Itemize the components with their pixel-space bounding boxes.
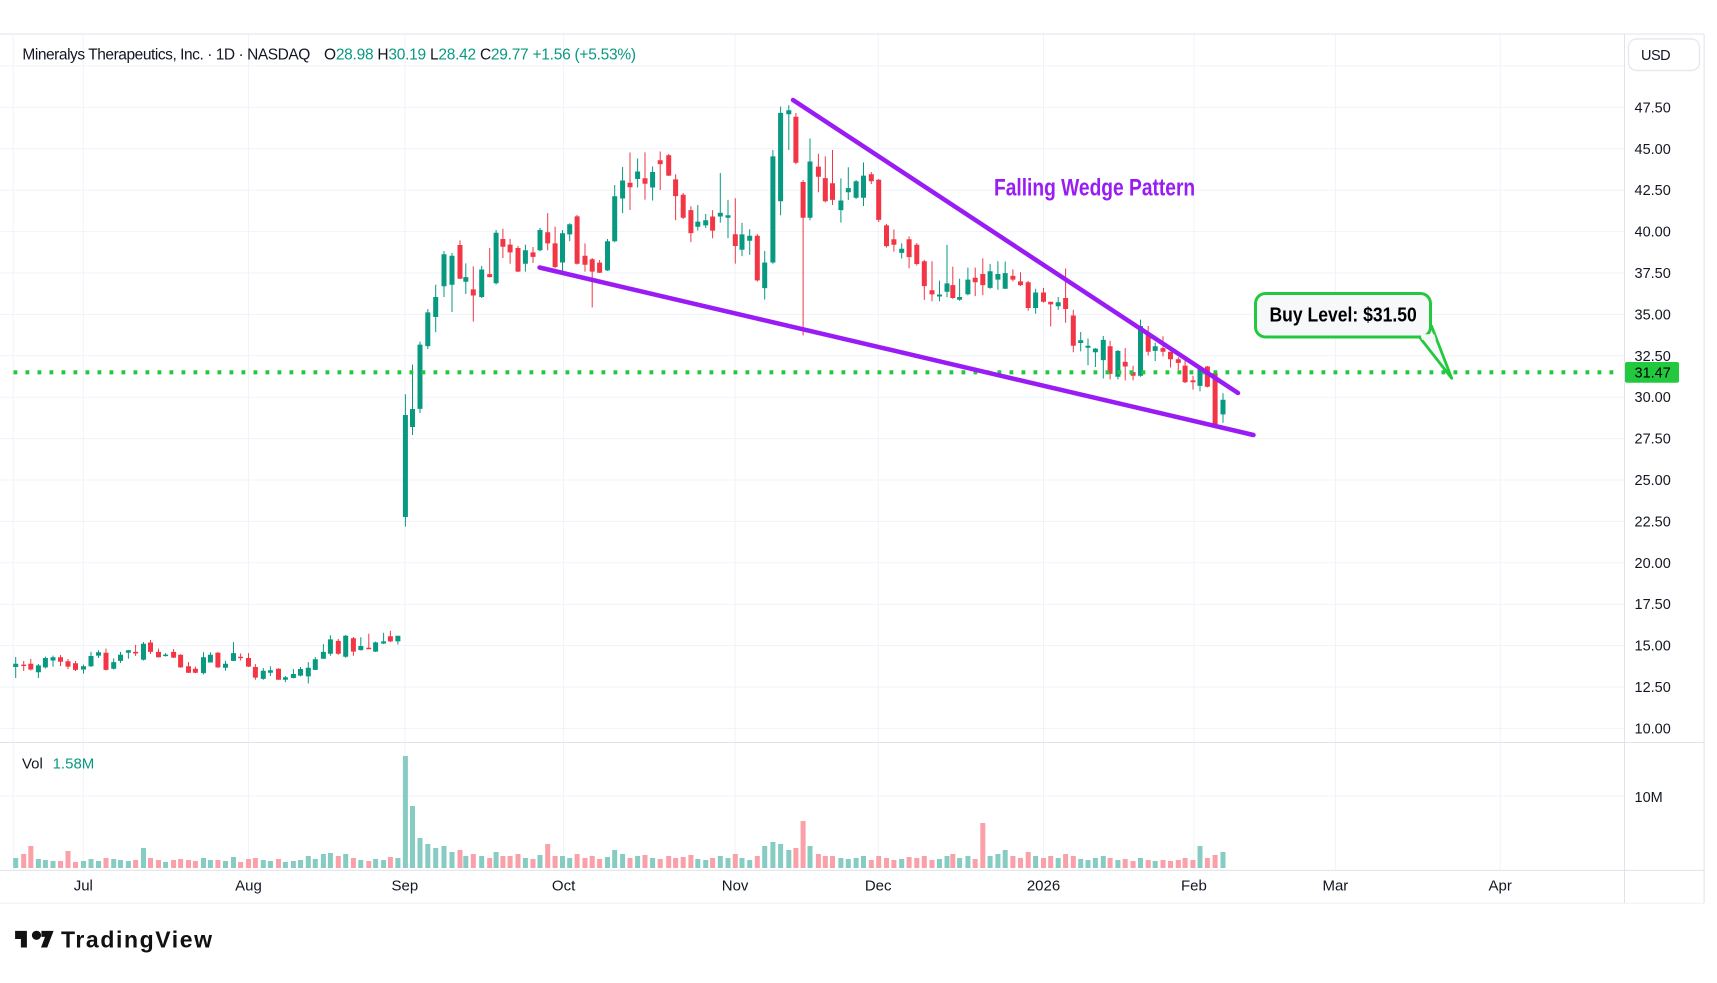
svg-text:37.50: 37.50 [1635, 266, 1671, 282]
svg-text:47.50: 47.50 [1635, 100, 1671, 116]
svg-text:Aug: Aug [235, 878, 262, 895]
svg-text:TradingView: TradingView [61, 927, 214, 953]
svg-text:Buy Level: $31.50: Buy Level: $31.50 [1270, 304, 1417, 327]
svg-text:2026: 2026 [1027, 878, 1060, 895]
svg-text:10.00: 10.00 [1635, 721, 1671, 737]
svg-text:25.00: 25.00 [1635, 473, 1671, 489]
svg-text:35.00: 35.00 [1635, 307, 1671, 323]
svg-text:17.50: 17.50 [1635, 597, 1671, 613]
svg-text:Apr: Apr [1489, 878, 1512, 895]
svg-text:Oct: Oct [552, 878, 576, 895]
svg-text:Mineralys Therapeutics, Inc. ·: Mineralys Therapeutics, Inc. · 1D · NASD… [22, 47, 310, 64]
svg-text:1.58M: 1.58M [53, 755, 95, 772]
svg-text:USD: USD [1641, 48, 1670, 64]
svg-text:20.00: 20.00 [1635, 556, 1671, 572]
svg-text:40.00: 40.00 [1635, 225, 1671, 241]
svg-text:42.50: 42.50 [1635, 183, 1671, 199]
svg-text:27.50: 27.50 [1635, 432, 1671, 448]
svg-text:15.00: 15.00 [1635, 639, 1671, 655]
svg-text:Falling Wedge Pattern: Falling Wedge Pattern [994, 173, 1195, 201]
svg-text:45.00: 45.00 [1635, 142, 1671, 158]
svg-text:Sep: Sep [392, 878, 419, 895]
svg-text:30.00: 30.00 [1635, 390, 1671, 406]
svg-text:Feb: Feb [1181, 878, 1207, 895]
svg-text:10M: 10M [1635, 790, 1663, 806]
svg-text:Jul: Jul [74, 878, 93, 895]
svg-text:Dec: Dec [865, 878, 892, 895]
svg-text:12.50: 12.50 [1635, 680, 1671, 696]
svg-text:O28.98 H30.19 L28.42 C29.77: O28.98 H30.19 L28.42 C29.77 +1.56 (+5.53… [324, 47, 636, 64]
svg-text:Mar: Mar [1322, 878, 1348, 895]
svg-text:Nov: Nov [722, 878, 749, 895]
svg-text:32.50: 32.50 [1635, 349, 1671, 365]
svg-text:Vol: Vol [22, 755, 43, 772]
svg-text:31.47: 31.47 [1635, 366, 1671, 382]
svg-text:22.50: 22.50 [1635, 514, 1671, 530]
